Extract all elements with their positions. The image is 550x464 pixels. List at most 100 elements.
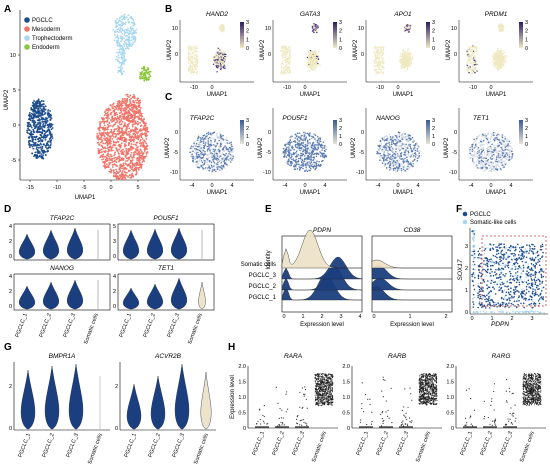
ytick: 1.0 (342, 395, 350, 401)
ytick: 2.0 (446, 364, 454, 370)
violin-pgclc (66, 279, 84, 310)
xtick: 4 (416, 183, 419, 189)
violin-pgclc (146, 228, 164, 260)
group-label: PGCLC_3 (500, 431, 514, 457)
group-label: Somatic cells (519, 430, 536, 463)
panel-a-ytick: 0 (13, 123, 16, 129)
group-label: PGCLC_1 (356, 431, 370, 457)
panel-label-h: H (228, 342, 235, 353)
panel-a-xtick: 0 (109, 185, 112, 191)
panel-f-scatter: PGCLC Somatic-like cells PDPN SOX17 0 1 2 3… (457, 211, 548, 328)
ytick: 0 (454, 130, 457, 136)
colorbar-tick: 0 (525, 46, 528, 52)
colorbar-tick: 3 (339, 118, 342, 124)
ytick: 0 (243, 426, 246, 432)
ytick: 0.5 (446, 411, 454, 417)
legend-trophectoderm: Trophectoderm (32, 36, 72, 42)
colorbar-tick: 3 (525, 118, 528, 124)
xtick: -10 (190, 85, 198, 91)
ytick: 0 (454, 52, 457, 58)
panel-h-ylabel: Expression level (230, 375, 236, 419)
ytick: 0 (175, 52, 178, 58)
gene-title: HAND2 (206, 11, 228, 18)
violin-acvr2b: ACVR2B 2 0 PGCLC_1 PGCLC_2 PGCLC_3 Somatic cel… (115, 353, 216, 464)
group-label: PGCLC_2 (480, 431, 494, 457)
colorbar-tick: 2 (525, 126, 528, 132)
panel-e-group-pgclc1: PGCLC_1 (249, 295, 277, 301)
panel-a-ylabel: UMAP2 (4, 89, 10, 110)
jitter-rara: RARA 2.0 1.5 1.0 0.5 0 PGCLC_1 PGCLC_2 PGCLC_3 So… (230, 353, 338, 463)
group-label: PGCLC_3 (172, 433, 186, 459)
gene-title: RARB (388, 353, 407, 360)
gene-title: TET1 (473, 115, 489, 122)
panel-e-xlabel-2: Expression level (390, 322, 434, 328)
group-label: PGCLC_2 (39, 313, 53, 339)
panel-f-legend-somatic: Somatic-like cells (470, 220, 516, 226)
xlabel: UMAP1 (393, 190, 414, 196)
panel-label-a: A (4, 4, 11, 15)
panel-e-xtick: 0 (282, 314, 285, 320)
group-label: Somatic cells (311, 430, 328, 463)
xlabel: UMAP1 (207, 92, 228, 98)
legend-pgclc: PGCLC (32, 18, 53, 24)
group-label: PGCLC_1 (252, 431, 266, 457)
ytick: -5 (266, 150, 271, 156)
xlabel: UMAP1 (207, 190, 228, 196)
violin-pgclc (122, 229, 140, 260)
ytick: 0 (268, 130, 271, 136)
group-label: PGCLC_3 (396, 431, 410, 457)
ytick: 0 (361, 52, 364, 58)
cluster-pgclc (26, 99, 54, 160)
violin-somatic (198, 281, 206, 310)
gene-title: ACVR2B (154, 353, 182, 360)
ytick: -10 (263, 170, 271, 176)
ytick: 1.0 (446, 395, 454, 401)
ylabel: UMAP2 (446, 39, 452, 60)
colorbar-tick: 3 (432, 118, 435, 124)
panel-label-g: G (4, 342, 12, 353)
ytick: 4 (113, 274, 116, 280)
ytick: 0 (113, 304, 116, 310)
panel-a-umap: 10 5 0 -5 -15 -10 -5 0 5 UMAP1 UMAP2 PGCLC Mesod… (4, 10, 160, 201)
violin-pgclc (18, 233, 36, 260)
violin-pgclc (150, 375, 166, 430)
panel-e-xtick: 2 (444, 314, 447, 320)
ytick: -10 (356, 170, 364, 176)
xtick: 0 (303, 85, 306, 91)
gene-title: BMPR1A (49, 353, 76, 360)
group-label: PGCLC_3 (292, 431, 306, 457)
colorbar-tick: 3 (525, 20, 528, 26)
ylabel: UMAP2 (444, 137, 450, 158)
ytick: -5 (359, 150, 364, 156)
colorbar (426, 22, 430, 48)
ytick: 2.0 (238, 364, 246, 370)
ytick: 3 (113, 239, 116, 245)
panel-e-xtick: 0 (372, 314, 375, 320)
ytick: 4 (9, 274, 12, 280)
cluster-trophectoderm (112, 13, 138, 51)
colorbar-tick: 2 (432, 126, 435, 132)
feature-plot-tet1: TET1 3 2 1 0 -4 0 4 0 -5 -10 UMAP1 UMAP2 (444, 108, 533, 196)
xlabel: UMAP1 (486, 190, 507, 196)
ridge-density (371, 259, 452, 269)
colorbar-tick: 0 (246, 142, 249, 148)
panel-a-xtick: -10 (53, 185, 61, 191)
ytick: 0 (451, 426, 454, 432)
ridge-density (371, 285, 452, 301)
gene-title: PRDM1 (485, 11, 508, 18)
panel-e-xlabel-1: Expression level (300, 322, 344, 328)
xtick: -10 (376, 85, 384, 91)
group-label: Somatic cells (415, 430, 432, 463)
panel-e-title-pdpn: PDPN (313, 227, 331, 234)
group-label: PGCLC_2 (42, 433, 56, 459)
colorbar-tick: 1 (246, 37, 249, 43)
group-label: Somatic cells (193, 432, 210, 464)
gene-title: APO1 (393, 11, 412, 18)
colorbar-tick: 1 (432, 37, 435, 43)
xlabel: UMAP1 (393, 92, 414, 98)
panel-f-ytick: 3 (465, 244, 468, 250)
xtick: -4 (376, 183, 381, 189)
